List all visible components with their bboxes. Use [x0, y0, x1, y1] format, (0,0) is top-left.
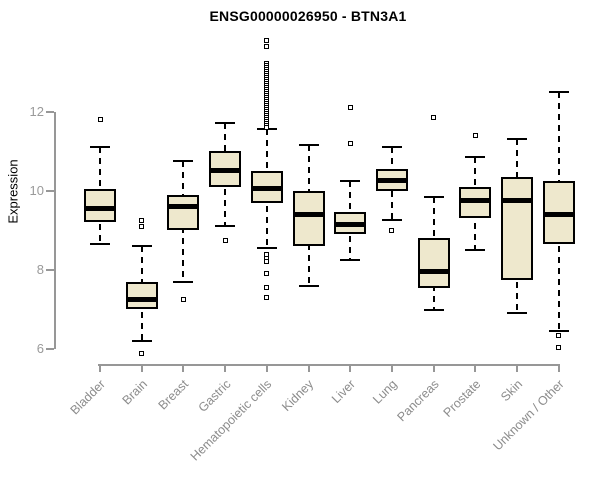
y-axis-line: [54, 111, 56, 350]
outlier-point: [347, 140, 353, 146]
outlier-point: [139, 217, 145, 223]
x-axis-line: [98, 363, 560, 366]
y-tick-label: 8: [36, 261, 44, 277]
whisker-cap-top: [423, 195, 444, 198]
box: [125, 281, 158, 310]
x-tick-label: Unknown / Other: [490, 377, 567, 454]
whisker-cap-bottom: [215, 225, 236, 228]
box: [167, 194, 200, 231]
x-tick: [349, 365, 352, 372]
median-line: [461, 198, 490, 204]
x-tick: [265, 365, 268, 372]
outlier-point: [97, 116, 103, 122]
whisker-cap-bottom: [256, 247, 277, 250]
x-tick: [557, 365, 560, 372]
median-line: [377, 178, 406, 184]
x-tick: [140, 365, 143, 372]
whisker-cap-top: [90, 146, 110, 149]
whisker-cap-bottom: [173, 280, 194, 283]
x-tick-label: Hematopoietic cells: [188, 377, 275, 464]
outlier-point: [556, 332, 562, 338]
outlier-point: [264, 37, 270, 43]
median-line: [169, 204, 198, 210]
outlier-point: [389, 227, 395, 233]
chart-title: ENSG00000026950 - BTN3A1: [209, 8, 407, 24]
x-tick-label: Breast: [155, 377, 192, 413]
whisker-cap-top: [381, 146, 402, 149]
x-tick: [307, 365, 310, 372]
whisker-cap-bottom: [298, 284, 319, 287]
y-tick: [46, 110, 54, 113]
outlier-point: [472, 132, 478, 138]
median-line: [336, 221, 365, 227]
outlier-point: [347, 105, 353, 111]
outlier-point: [556, 344, 562, 350]
whisker-cap-top: [507, 138, 527, 141]
median-line: [294, 211, 323, 217]
median-line: [503, 198, 531, 204]
x-tick: [474, 365, 477, 372]
outlier-point: [431, 114, 437, 120]
whisker-cap-top: [131, 245, 152, 248]
whisker-cap-bottom: [465, 249, 486, 252]
whisker-cap-bottom: [507, 312, 527, 315]
x-tick: [182, 365, 185, 372]
y-tick-label: 10: [29, 182, 44, 198]
median-line: [419, 269, 448, 275]
median-line: [544, 211, 573, 217]
whisker-cap-bottom: [423, 308, 444, 311]
whisker-cap-top: [548, 90, 569, 93]
x-tick-label: Liver: [329, 377, 359, 407]
whisker-cap-bottom: [548, 330, 569, 333]
whisker-cap-top: [215, 122, 236, 125]
whisker-cap-bottom: [340, 259, 361, 261]
x-tick: [516, 365, 518, 372]
median-line: [252, 186, 281, 192]
y-tick: [46, 348, 54, 351]
whisker-cap-bottom: [381, 219, 402, 222]
outlier-point: [139, 223, 145, 229]
whisker-cap-top: [173, 160, 194, 162]
whisker-cap-top: [465, 156, 486, 159]
y-tick-label: 6: [36, 341, 44, 357]
x-tick: [390, 365, 393, 372]
x-tick: [224, 365, 227, 372]
median-line: [127, 297, 156, 303]
median-line: [86, 206, 114, 212]
y-tick: [46, 189, 54, 192]
median-line: [211, 168, 240, 174]
x-tick-label: Lung: [370, 377, 400, 407]
y-tick: [46, 268, 54, 271]
outlier-point: [264, 259, 270, 265]
whisker-cap-top: [340, 179, 361, 182]
x-tick-label: Skin: [497, 377, 525, 405]
whisker-cap-bottom: [131, 340, 152, 343]
x-tick: [432, 365, 435, 372]
x-tick-label: Bladder: [67, 377, 108, 418]
x-tick-label: Prostate: [440, 377, 484, 420]
box: [292, 190, 325, 247]
whisker-cap-top: [298, 144, 319, 147]
x-tick-label: Kidney: [279, 377, 317, 414]
box: [417, 238, 450, 288]
outlier-point: [264, 285, 270, 291]
x-tick-label: Brain: [119, 377, 150, 408]
y-tick-label: 12: [29, 103, 44, 119]
box: [84, 188, 116, 223]
outlier-point: [180, 297, 186, 303]
outlier-point: [264, 271, 270, 277]
outlier-point: [264, 124, 270, 130]
outlier-point: [139, 350, 145, 356]
outlier-point: [222, 237, 228, 243]
box: [501, 176, 533, 280]
outlier-point: [264, 43, 270, 49]
x-tick-label: Gastric: [195, 377, 234, 415]
whisker-cap-bottom: [90, 243, 110, 246]
x-tick: [99, 365, 101, 372]
outlier-point: [264, 295, 270, 301]
x-tick-label: Pancreas: [394, 377, 442, 425]
